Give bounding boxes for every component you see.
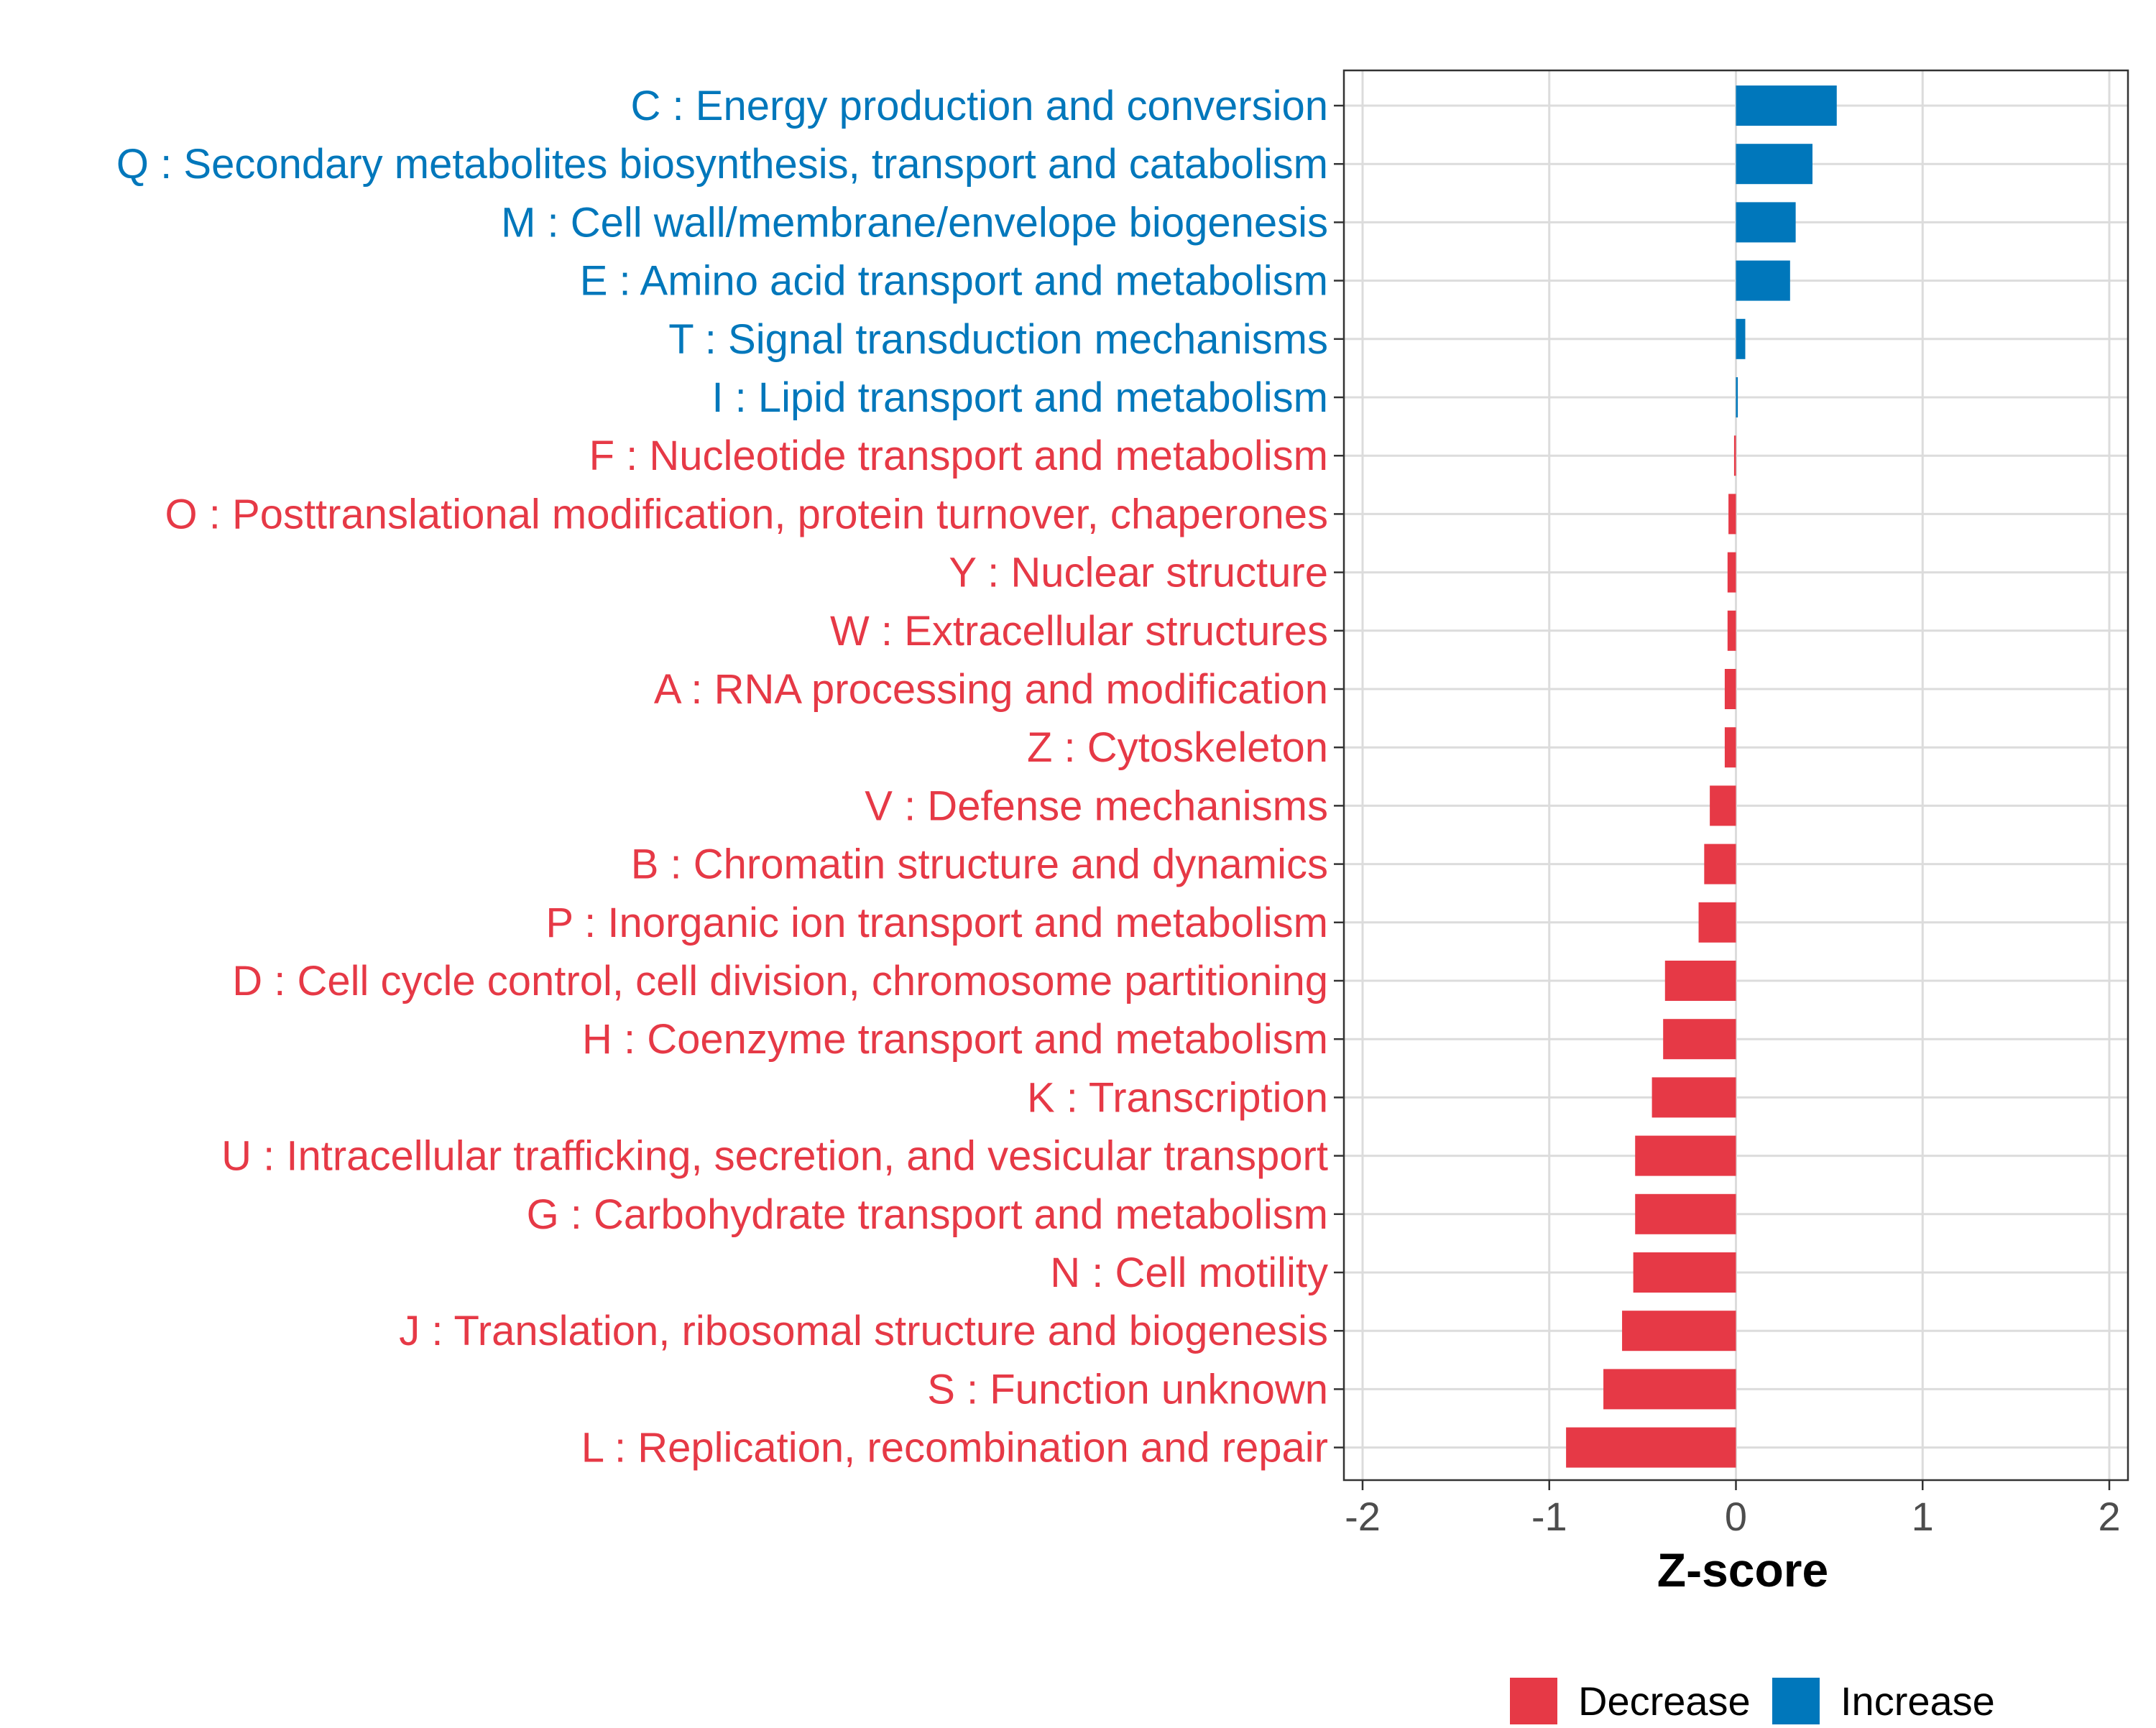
category-label: K : Transcription bbox=[1027, 1074, 1328, 1121]
y-axis-category-labels: C : Energy production and conversion Q : … bbox=[116, 83, 1328, 1471]
bar bbox=[1710, 785, 1736, 826]
bar bbox=[1704, 844, 1736, 884]
bar bbox=[1603, 1369, 1736, 1410]
bar bbox=[1724, 669, 1736, 709]
bar bbox=[1663, 1019, 1736, 1060]
bar bbox=[1736, 144, 1813, 185]
category-label: H : Coenzyme transport and metabolism bbox=[582, 1016, 1328, 1063]
bar bbox=[1728, 494, 1736, 535]
bar bbox=[1733, 435, 1736, 476]
category-label: W : Extracellular structures bbox=[830, 608, 1328, 655]
x-tick-label: 2 bbox=[2098, 1494, 2120, 1539]
bar bbox=[1664, 961, 1736, 1001]
category-label: N : Cell motility bbox=[1050, 1249, 1328, 1296]
category-label: E : Amino acid transport and metabolism bbox=[580, 258, 1328, 305]
bar bbox=[1736, 377, 1738, 417]
bar bbox=[1635, 1193, 1736, 1234]
category-label: O : Posttranslational modification, prot… bbox=[165, 491, 1328, 537]
category-label: M : Cell wall/membrane/envelope biogenes… bbox=[501, 199, 1328, 246]
bar bbox=[1736, 202, 1796, 243]
category-label: C : Energy production and conversion bbox=[631, 83, 1328, 129]
category-label: G : Carbohydrate transport and metabolis… bbox=[527, 1191, 1328, 1238]
category-label: D : Cell cycle control, cell division, c… bbox=[232, 958, 1328, 1004]
legend-label: Decrease bbox=[1578, 1678, 1751, 1724]
bar bbox=[1698, 902, 1736, 943]
bar bbox=[1736, 260, 1790, 301]
x-tick-label: 0 bbox=[1725, 1494, 1747, 1539]
bar bbox=[1622, 1311, 1736, 1352]
legend: Decrease Increase bbox=[1510, 1678, 1995, 1725]
category-label: L : Replication, recombination and repai… bbox=[581, 1425, 1328, 1471]
x-tick-label: 1 bbox=[1912, 1494, 1934, 1539]
category-label: Z : Cytoskeleton bbox=[1027, 724, 1328, 771]
bar bbox=[1727, 610, 1736, 651]
category-label: T : Signal transduction mechanisms bbox=[668, 316, 1328, 363]
category-label: Y : Nuclear structure bbox=[949, 550, 1328, 596]
category-label: B : Chromatin structure and dynamics bbox=[631, 841, 1328, 888]
category-label: I : Lipid transport and metabolism bbox=[711, 374, 1328, 421]
bars bbox=[1566, 86, 1837, 1468]
bar bbox=[1651, 1077, 1736, 1118]
category-label: A : RNA processing and modification bbox=[654, 666, 1328, 713]
category-label: P : Inorganic ion transport and metaboli… bbox=[545, 900, 1328, 946]
bar bbox=[1635, 1135, 1736, 1176]
category-label: U : Intracellular trafficking, secretion… bbox=[221, 1133, 1328, 1180]
category-label: J : Translation, ribosomal structure and… bbox=[399, 1308, 1328, 1354]
bar bbox=[1633, 1252, 1736, 1293]
category-label: Q : Secondary metabolites biosynthesis, … bbox=[116, 141, 1328, 188]
x-axis-title: Z-score bbox=[1657, 1543, 1828, 1597]
legend-key bbox=[1510, 1678, 1557, 1725]
bar bbox=[1566, 1427, 1736, 1468]
category-label: S : Function unknown bbox=[927, 1366, 1328, 1413]
bar bbox=[1736, 86, 1837, 126]
x-axis-ticks: -2 -1 0 1 2 bbox=[1345, 1480, 2121, 1539]
legend-label: Increase bbox=[1841, 1678, 1995, 1724]
bar bbox=[1724, 727, 1736, 768]
bar bbox=[1727, 552, 1736, 593]
x-tick-label: -2 bbox=[1345, 1494, 1381, 1539]
y-axis-ticks bbox=[1334, 104, 1344, 1449]
x-tick-label: -1 bbox=[1531, 1494, 1567, 1539]
category-label: V : Defense mechanisms bbox=[865, 782, 1328, 829]
category-label: F : Nucleotide transport and metabolism bbox=[589, 433, 1328, 479]
bar bbox=[1736, 318, 1746, 359]
legend-key bbox=[1772, 1678, 1820, 1725]
